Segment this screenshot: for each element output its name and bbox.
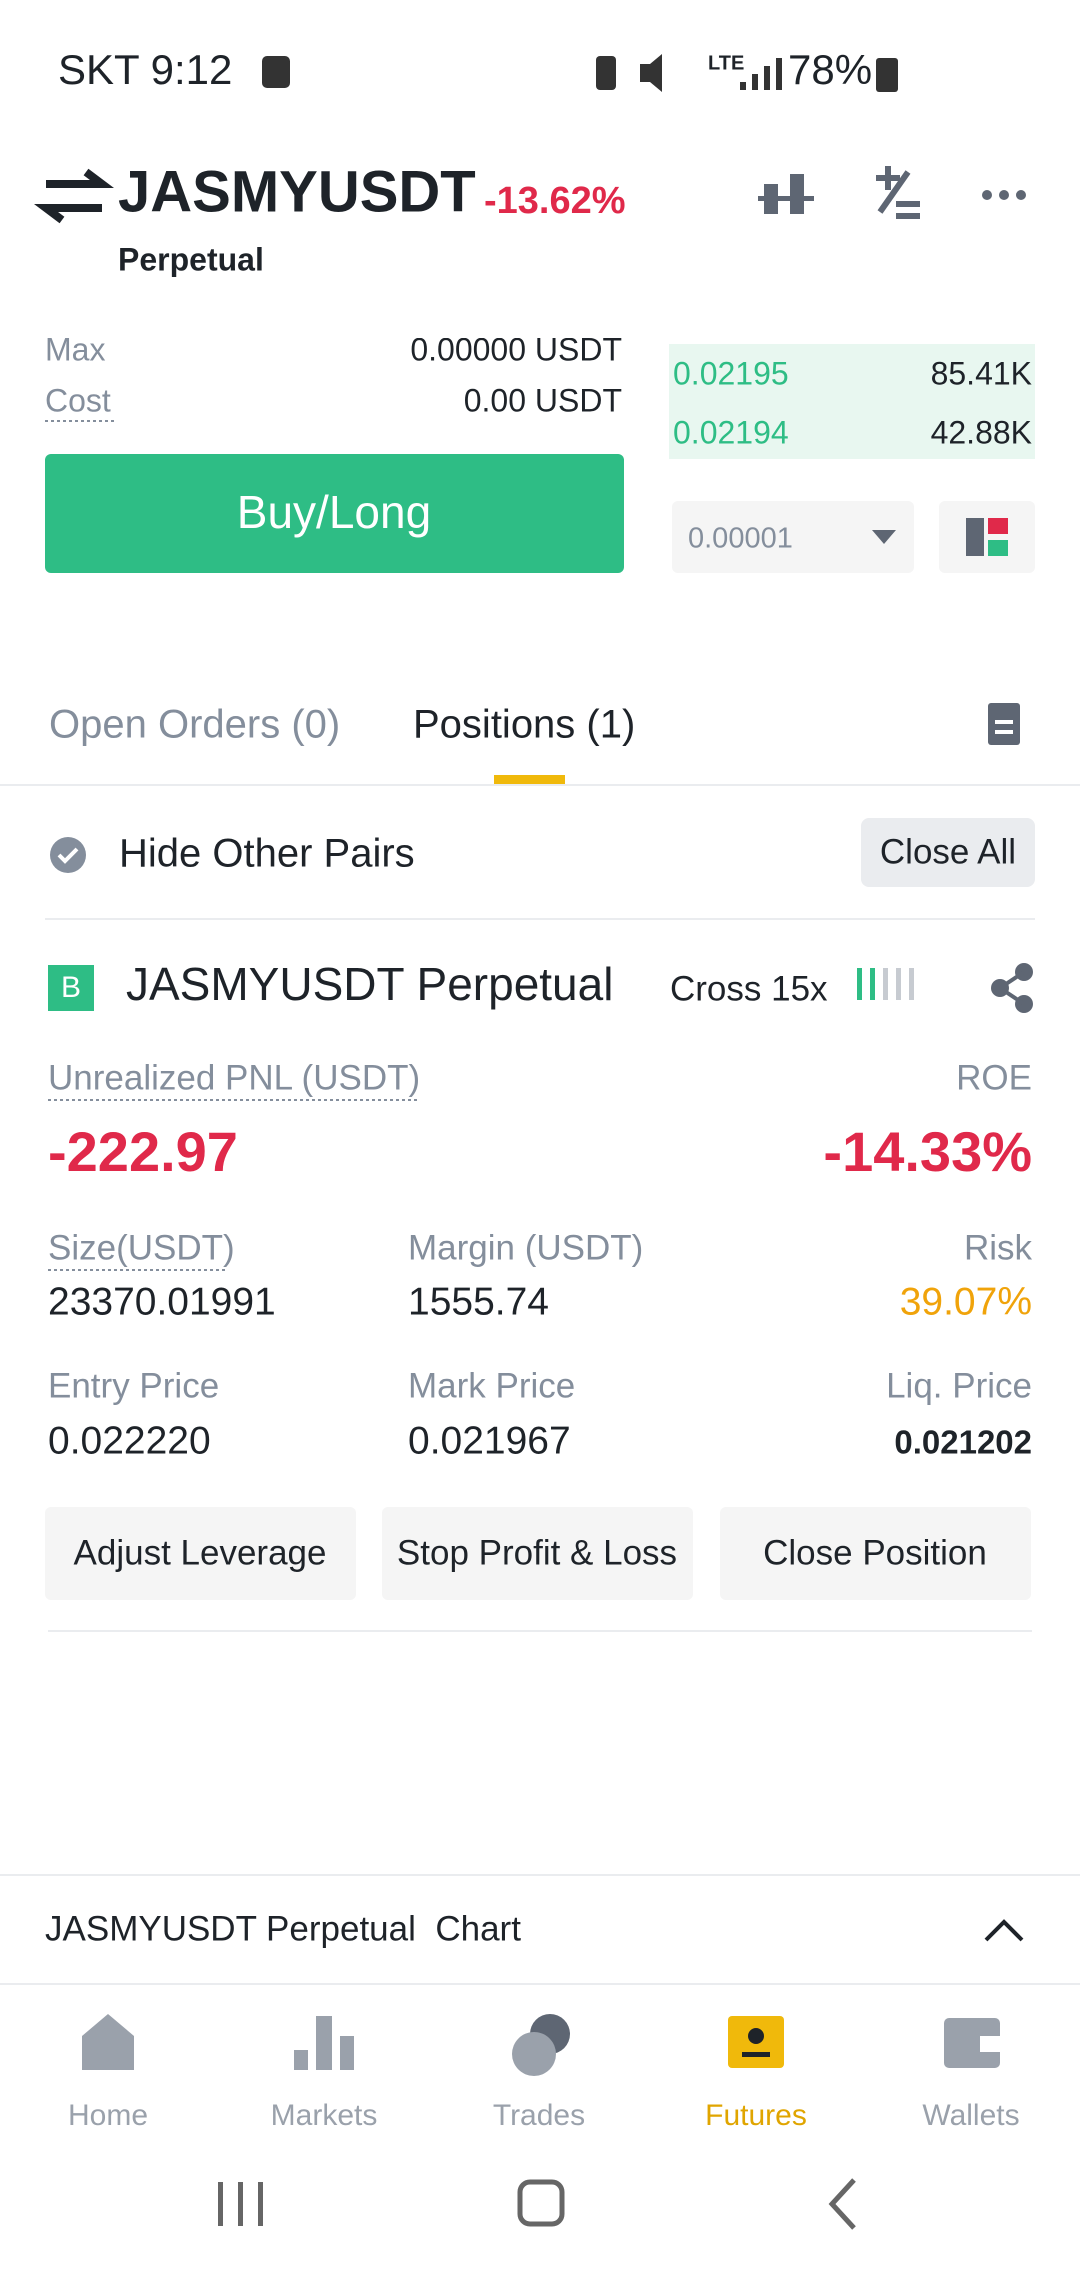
margin-value: 1555.74 [408,1280,549,1323]
size-value: 23370.01991 [48,1280,276,1323]
nav-label[interactable]: Trades [493,2099,585,2132]
bid-price[interactable]: 0.02195 [673,355,789,391]
margin-mode: Cross 15x [670,969,828,1008]
close-position-label[interactable]: Close Position [763,1533,987,1572]
pnl-label: Unrealized PNL (USDT) [48,1058,420,1097]
risk-value: 39.07% [900,1280,1032,1323]
chart-icon[interactable] [758,174,814,214]
network-type: LTE [708,52,744,74]
check-mark [57,847,79,864]
bid-quantity: 42.88K [931,414,1032,450]
contract-type: Perpetual [118,241,264,277]
margin-label: Margin (USDT) [408,1228,643,1267]
bid-quantity: 85.41K [931,355,1032,391]
close-position-button[interactable] [720,1507,1031,1600]
position-name: JASMYUSDT Perpetual [126,958,613,1010]
checkbox[interactable] [50,837,86,873]
dropdown-arrow [872,530,896,544]
nav-label[interactable]: Markets [271,2099,378,2132]
bid-price[interactable]: 0.02194 [673,414,789,450]
battery-icon [876,58,898,92]
bid-depth [669,344,1035,459]
adjust-leverage-label[interactable]: Adjust Leverage [74,1533,327,1572]
adl-indicator [857,968,914,1000]
mark-price-value: 0.021967 [408,1419,571,1462]
entry-price-value: 0.022220 [48,1419,211,1462]
share-icon[interactable] [991,963,1033,1013]
home-icon[interactable] [82,2014,134,2070]
switch-pair-icon[interactable] [34,168,114,224]
back-button[interactable] [828,2178,856,2230]
chart-bar-label[interactable]: JASMYUSDT Perpetual Chart [45,1909,521,1948]
cost-label: Cost [45,382,111,418]
close-all-button[interactable] [861,818,1035,887]
nav-label[interactable]: Wallets [922,2099,1019,2132]
stop-profit-loss-label[interactable]: Stop Profit & Loss [397,1533,677,1572]
layout-icon [966,518,1008,556]
positions-tab[interactable]: Positions (1) [413,703,635,747]
nav-label[interactable]: Futures [705,2099,807,2132]
alarm-icon [262,56,290,88]
carrier-time: SKT 9:12 [58,46,232,93]
precision-dropdown[interactable] [672,501,914,573]
nav-label[interactable]: Home [68,2099,148,2132]
home-button[interactable] [517,2179,565,2227]
close-all-label[interactable]: Close All [880,832,1016,871]
side-badge [48,965,94,1011]
markets-icon[interactable] [294,2016,354,2070]
mark-price-label: Mark Price [408,1366,575,1405]
battery-saver-icon [596,56,616,90]
expand-chevron[interactable] [984,1919,1024,1942]
calculator-icon[interactable] [876,166,920,219]
pnl-value: -222.97 [48,1120,238,1183]
wallets-icon[interactable] [944,2018,1000,2068]
scroll-mask [0,300,660,338]
stop-profit-loss-button[interactable] [382,1507,693,1600]
symbol[interactable]: JASMYUSDT [118,159,476,224]
entry-price-label: Entry Price [48,1366,219,1405]
risk-label: Risk [964,1228,1033,1267]
recents-button[interactable] [218,2182,263,2226]
buy-button[interactable] [45,454,624,573]
open-orders-tab[interactable]: Open Orders (0) [49,703,340,747]
precision-value[interactable]: 0.00001 [688,523,793,555]
side-badge-text: B [61,971,81,1004]
cost-value: 0.00 USDT [464,382,622,418]
battery-level: 78% [788,46,872,93]
futures-icon[interactable] [728,2016,784,2068]
trades-icon[interactable] [512,2014,570,2076]
mute-icon [640,54,662,92]
roe-label: ROE [956,1058,1032,1097]
roe-value: -14.33% [823,1120,1032,1183]
liq-price-value: 0.021202 [894,1424,1032,1461]
history-icon[interactable] [988,703,1020,745]
size-label: Size(USDT) [48,1228,235,1267]
more-icon[interactable] [982,190,1026,200]
signal-icon [740,58,782,90]
buy-button-label[interactable]: Buy/Long [237,486,431,538]
adjust-leverage-button[interactable] [45,1507,356,1600]
price-change: -13.62% [484,180,626,222]
layout-button[interactable] [939,501,1035,573]
liq-price-label: Liq. Price [886,1366,1032,1405]
tab-indicator [494,775,565,784]
hide-other-pairs[interactable]: Hide Other Pairs [119,832,415,876]
